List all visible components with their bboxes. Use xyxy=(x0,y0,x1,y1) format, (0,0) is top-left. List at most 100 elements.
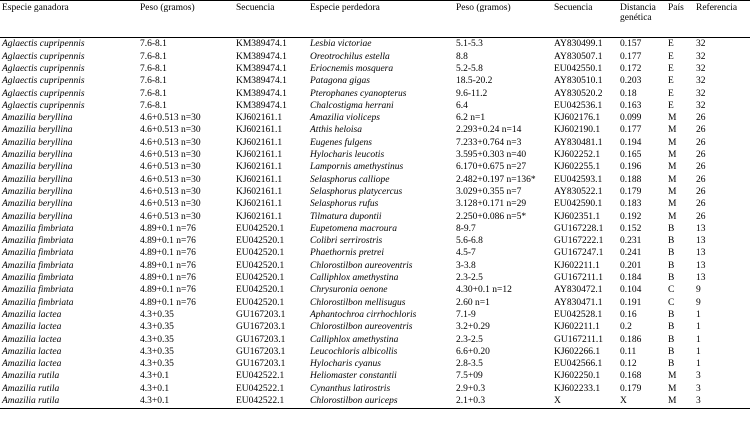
cell-winner-sequence: EU042520.1 xyxy=(236,223,285,234)
cell-genetic-distance: 0.12 xyxy=(620,359,637,370)
cell-winner-sequence: GU167203.1 xyxy=(236,359,286,370)
cell-loser-sequence: GU167211.1 xyxy=(554,273,603,284)
cell-winner-sequence: KM389474.1 xyxy=(236,39,287,50)
table-row: Amazilia lactea 4.3+0.35 GU167203.1 Calliph… xyxy=(0,334,750,346)
cell-country: M xyxy=(668,125,677,136)
cell-country: M xyxy=(668,113,677,124)
col-header-reference: Referencia xyxy=(694,0,750,38)
cell-reference: 26 xyxy=(696,199,706,210)
cell-country: E xyxy=(668,51,674,62)
cell-winner-species: Aglaectis cupripennis xyxy=(2,88,85,99)
cell-winner-species: Amazilia lactea xyxy=(2,322,62,333)
cell-winner-species: Amazilia fimbriata xyxy=(2,223,74,234)
cell-winner-sequence: GU167203.1 xyxy=(236,334,286,345)
cell-country: E xyxy=(668,88,674,99)
cell-winner-species: Aglaectis cupripennis xyxy=(2,51,85,62)
cell-winner-species: Amazilia beryllina xyxy=(2,199,73,210)
table-row: Amazilia beryllina 4.6+0.513 n=30 KJ602161… xyxy=(0,174,750,186)
cell-winner-sequence: KJ602161.1 xyxy=(236,137,283,148)
cell-country: B xyxy=(668,236,675,247)
cell-winner-weight: 4.3+0.1 xyxy=(138,395,234,409)
cell-winner-weight: 4.89+0.1 n=76 xyxy=(140,248,196,259)
cell-winner-weight: 4.6+0.513 n=30 xyxy=(140,125,201,136)
cell-loser-sequence: EU042528.1 xyxy=(554,309,603,320)
cell-winner-sequence: KJ602161.1 xyxy=(236,199,283,210)
cell-winner-weight: 4.6+0.513 n=30 xyxy=(140,174,201,185)
cell-winner-species: Amazilia beryllina xyxy=(2,211,73,222)
cell-winner-sequence: KJ602161.1 xyxy=(236,125,283,136)
cell-country: C xyxy=(668,297,675,308)
cell-loser-species: Tilmatura dupontii xyxy=(310,211,382,222)
cell-reference: 13 xyxy=(696,223,706,234)
table-row: Amazilia rutila 4.3+0.1 EU042522.1 Cynanthu… xyxy=(0,383,750,395)
cell-loser-species: Eriocnemis mosquera xyxy=(310,63,394,74)
table-row: Amazilia rutila 4.3+0.1 EU042522.1 Chlorost… xyxy=(0,395,750,409)
cell-winner-sequence: EU042520.1 xyxy=(236,248,285,259)
cell-country: M xyxy=(668,199,677,210)
cell-loser-species: Cynanthus latirostris xyxy=(310,383,391,394)
cell-winner-weight: 4.89+0.1 n=76 xyxy=(140,273,196,284)
cell-winner-species: Amazilia fimbriata xyxy=(2,248,74,259)
cell-genetic-distance: 0.192 xyxy=(620,211,642,222)
table-row: Aglaectis cupripennis 7.6-8.1 KM389474.1 Or… xyxy=(0,51,750,63)
cell-loser-weight: 5.2-5.8 xyxy=(456,63,483,74)
cell-genetic-distance: 0.184 xyxy=(620,273,642,284)
cell-genetic-distance: 0.179 xyxy=(620,186,642,197)
table-row: Amazilia beryllina 4.6+0.513 n=30 KJ602161… xyxy=(0,211,750,223)
cell-winner-species: Amazilia beryllina xyxy=(2,186,73,197)
cell-genetic-distance: 0.2 xyxy=(620,322,632,333)
cell-reference: 3 xyxy=(696,371,701,382)
header-row: Especie ganadora Peso (gramos) Secuencia… xyxy=(0,0,750,38)
cell-winner-species: Amazilia lactea xyxy=(2,359,62,370)
cell-loser-sequence: AY830510.1 xyxy=(554,76,603,87)
cell-reference: 32 xyxy=(696,63,706,74)
cell-loser-species: Chalcostigma herrani xyxy=(310,100,394,111)
cell-winner-sequence: GU167203.1 xyxy=(236,309,286,320)
cell-country: E xyxy=(668,76,674,87)
cell-loser-weight: 2.293+0.24 n=14 xyxy=(456,125,522,136)
cell-loser-species: Eupetomena macroura xyxy=(310,223,397,234)
table-row: Amazilia fimbriata 4.89+0.1 n=76 EU042520.… xyxy=(0,260,750,272)
cell-country: M xyxy=(666,395,694,409)
cell-genetic-distance: 0.16 xyxy=(620,309,637,320)
cell-winner-weight: 4.6+0.513 n=30 xyxy=(140,211,201,222)
cell-genetic-distance: 0.194 xyxy=(620,137,642,148)
cell-winner-sequence: EU042522.1 xyxy=(236,371,285,382)
table-row: Amazilia beryllina 4.6+0.513 n=30 KJ602161… xyxy=(0,199,750,211)
cell-winner-sequence: EU042520.1 xyxy=(236,236,285,247)
cell-loser-weight: 8-9.7 xyxy=(456,223,476,234)
cell-reference: 32 xyxy=(696,51,706,62)
cell-loser-weight: 2.250+0.086 n=5* xyxy=(456,211,527,222)
cell-genetic-distance: 0.188 xyxy=(620,174,642,185)
cell-loser-species: Chlorostilbon auriceps xyxy=(308,395,454,409)
cell-country: M xyxy=(668,371,677,382)
cell-loser-sequence: EU042550.1 xyxy=(554,63,603,74)
cell-genetic-distance: 0.172 xyxy=(620,63,642,74)
cell-reference: 32 xyxy=(696,76,706,87)
table-row: Amazilia beryllina 4.6+0.513 n=30 KJ602161… xyxy=(0,150,750,162)
cell-loser-species: Selasphorus platycercus xyxy=(310,186,403,197)
cell-loser-sequence: GU167222.1 xyxy=(554,236,604,247)
cell-loser-weight: 7.233+0.764 n=3 xyxy=(456,137,522,148)
cell-country: B xyxy=(668,322,675,333)
cell-winner-species: Amazilia lactea xyxy=(2,346,62,357)
cell-country: M xyxy=(668,186,677,197)
cell-winner-sequence: EU042522.1 xyxy=(236,383,285,394)
cell-loser-weight: 8.8 xyxy=(456,51,468,62)
data-table: Especie ganadora Peso (gramos) Secuencia… xyxy=(0,0,750,409)
cell-loser-sequence: KJ602190.1 xyxy=(554,125,601,136)
cell-genetic-distance: X xyxy=(618,395,666,409)
cell-reference: 3 xyxy=(696,383,701,394)
cell-loser-sequence: EU042536.1 xyxy=(554,100,603,111)
cell-winner-species: Amazilia lactea xyxy=(2,309,62,320)
cell-winner-weight: 7.6-8.1 xyxy=(140,100,167,111)
cell-winner-weight: 4.3+0.35 xyxy=(140,309,174,320)
cell-winner-weight: 4.3+0.35 xyxy=(140,334,174,345)
cell-country: M xyxy=(668,162,677,173)
cell-winner-sequence: GU167203.1 xyxy=(236,346,286,357)
cell-reference: 26 xyxy=(696,174,706,185)
cell-loser-sequence: KJ602233.1 xyxy=(554,383,601,394)
cell-genetic-distance: 0.104 xyxy=(620,285,642,296)
col-header-genetic-distance: Distancia genética xyxy=(618,0,666,38)
cell-reference: 1 xyxy=(696,334,701,345)
